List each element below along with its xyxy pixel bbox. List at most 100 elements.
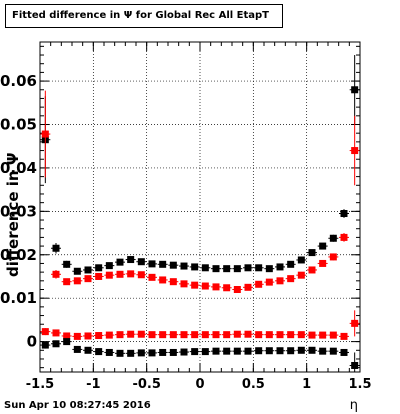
data-point <box>180 262 188 270</box>
data-marks <box>40 55 360 372</box>
data-point <box>84 332 92 340</box>
y-axis-label-wrap: difference in Ψ <box>4 152 24 295</box>
data-point <box>180 280 188 288</box>
data-point <box>265 265 273 273</box>
series-3 <box>40 338 360 372</box>
data-point <box>84 275 92 283</box>
plot-frame <box>39 41 361 373</box>
y-tick-label: 0.04 <box>0 159 37 177</box>
data-point <box>105 331 113 339</box>
data-point <box>233 330 241 338</box>
data-point <box>351 86 359 94</box>
data-point <box>340 332 348 340</box>
data-point <box>169 278 177 286</box>
data-point <box>116 331 124 339</box>
data-point <box>351 361 359 369</box>
data-point <box>276 331 284 339</box>
data-point <box>95 332 103 340</box>
data-point <box>297 271 305 279</box>
x-tick-label: -0.5 <box>132 377 160 392</box>
y-tick-label: 0.01 <box>0 289 37 307</box>
data-point <box>201 264 209 272</box>
data-point <box>340 210 348 218</box>
data-point <box>329 253 337 261</box>
data-point <box>223 347 231 355</box>
data-point <box>255 331 263 339</box>
data-point <box>116 270 124 278</box>
data-point <box>63 338 71 346</box>
data-point <box>95 264 103 272</box>
y-tick-label: 0.02 <box>0 246 37 264</box>
data-point <box>105 348 113 356</box>
data-point <box>73 332 81 340</box>
data-point <box>265 331 273 339</box>
data-point <box>41 130 49 138</box>
data-point <box>116 349 124 357</box>
y-tick-label: 0.03 <box>0 202 37 220</box>
data-point <box>41 341 49 349</box>
data-point <box>41 328 49 336</box>
data-point <box>84 346 92 354</box>
data-point <box>223 284 231 292</box>
x-tick-label: -1 <box>86 377 100 392</box>
data-point <box>287 275 295 283</box>
data-point <box>319 259 327 267</box>
timestamp: Sun Apr 10 08:27:45 2016 <box>4 400 151 411</box>
y-tick-label: 0 <box>27 333 37 351</box>
axes: -1.5 -1 -0.5 0 0.5 1 1.5 0 0.01 0.02 0.03 0.04 0.05 0… <box>0 42 372 392</box>
series-2 <box>40 310 360 340</box>
data-point <box>297 346 305 354</box>
data-point <box>319 347 327 355</box>
data-point <box>191 331 199 339</box>
x-tick-label: 1 <box>302 377 311 392</box>
data-point <box>351 319 359 327</box>
data-point <box>191 281 199 289</box>
data-point <box>159 331 167 339</box>
data-point <box>223 265 231 273</box>
data-point <box>201 331 209 339</box>
data-point <box>233 286 241 293</box>
x-tick-label: -1.5 <box>26 377 54 392</box>
data-point <box>169 331 177 339</box>
data-point <box>84 266 92 274</box>
data-point <box>319 331 327 339</box>
data-point <box>105 271 113 279</box>
data-point <box>265 278 273 286</box>
data-point <box>340 348 348 356</box>
data-point <box>63 332 71 340</box>
data-point <box>287 260 295 268</box>
data-point <box>127 330 135 338</box>
data-point <box>116 258 124 266</box>
grid <box>40 42 360 372</box>
data-point <box>148 273 156 281</box>
data-point <box>169 261 177 269</box>
data-point <box>244 330 252 338</box>
data-point <box>127 270 135 278</box>
data-point <box>137 271 145 279</box>
data-point <box>212 283 220 291</box>
data-point <box>255 347 263 355</box>
data-point <box>276 263 284 271</box>
data-point <box>191 348 199 356</box>
data-point <box>105 262 113 270</box>
data-point <box>201 348 209 356</box>
data-point <box>201 282 209 290</box>
data-point <box>52 244 60 252</box>
y-tick-label: 0.05 <box>0 116 37 134</box>
data-point <box>351 147 359 155</box>
data-point <box>297 256 305 264</box>
data-point <box>95 348 103 356</box>
data-point <box>244 283 252 291</box>
series-0 <box>40 55 360 275</box>
data-point <box>244 264 252 272</box>
data-point <box>180 348 188 356</box>
data-point <box>63 278 71 286</box>
data-point <box>287 347 295 355</box>
data-point <box>137 349 145 357</box>
y-axis-label: difference in Ψ <box>4 152 22 277</box>
series-1 <box>40 90 360 293</box>
data-point <box>169 348 177 356</box>
data-point <box>63 260 71 268</box>
data-point <box>276 277 284 285</box>
